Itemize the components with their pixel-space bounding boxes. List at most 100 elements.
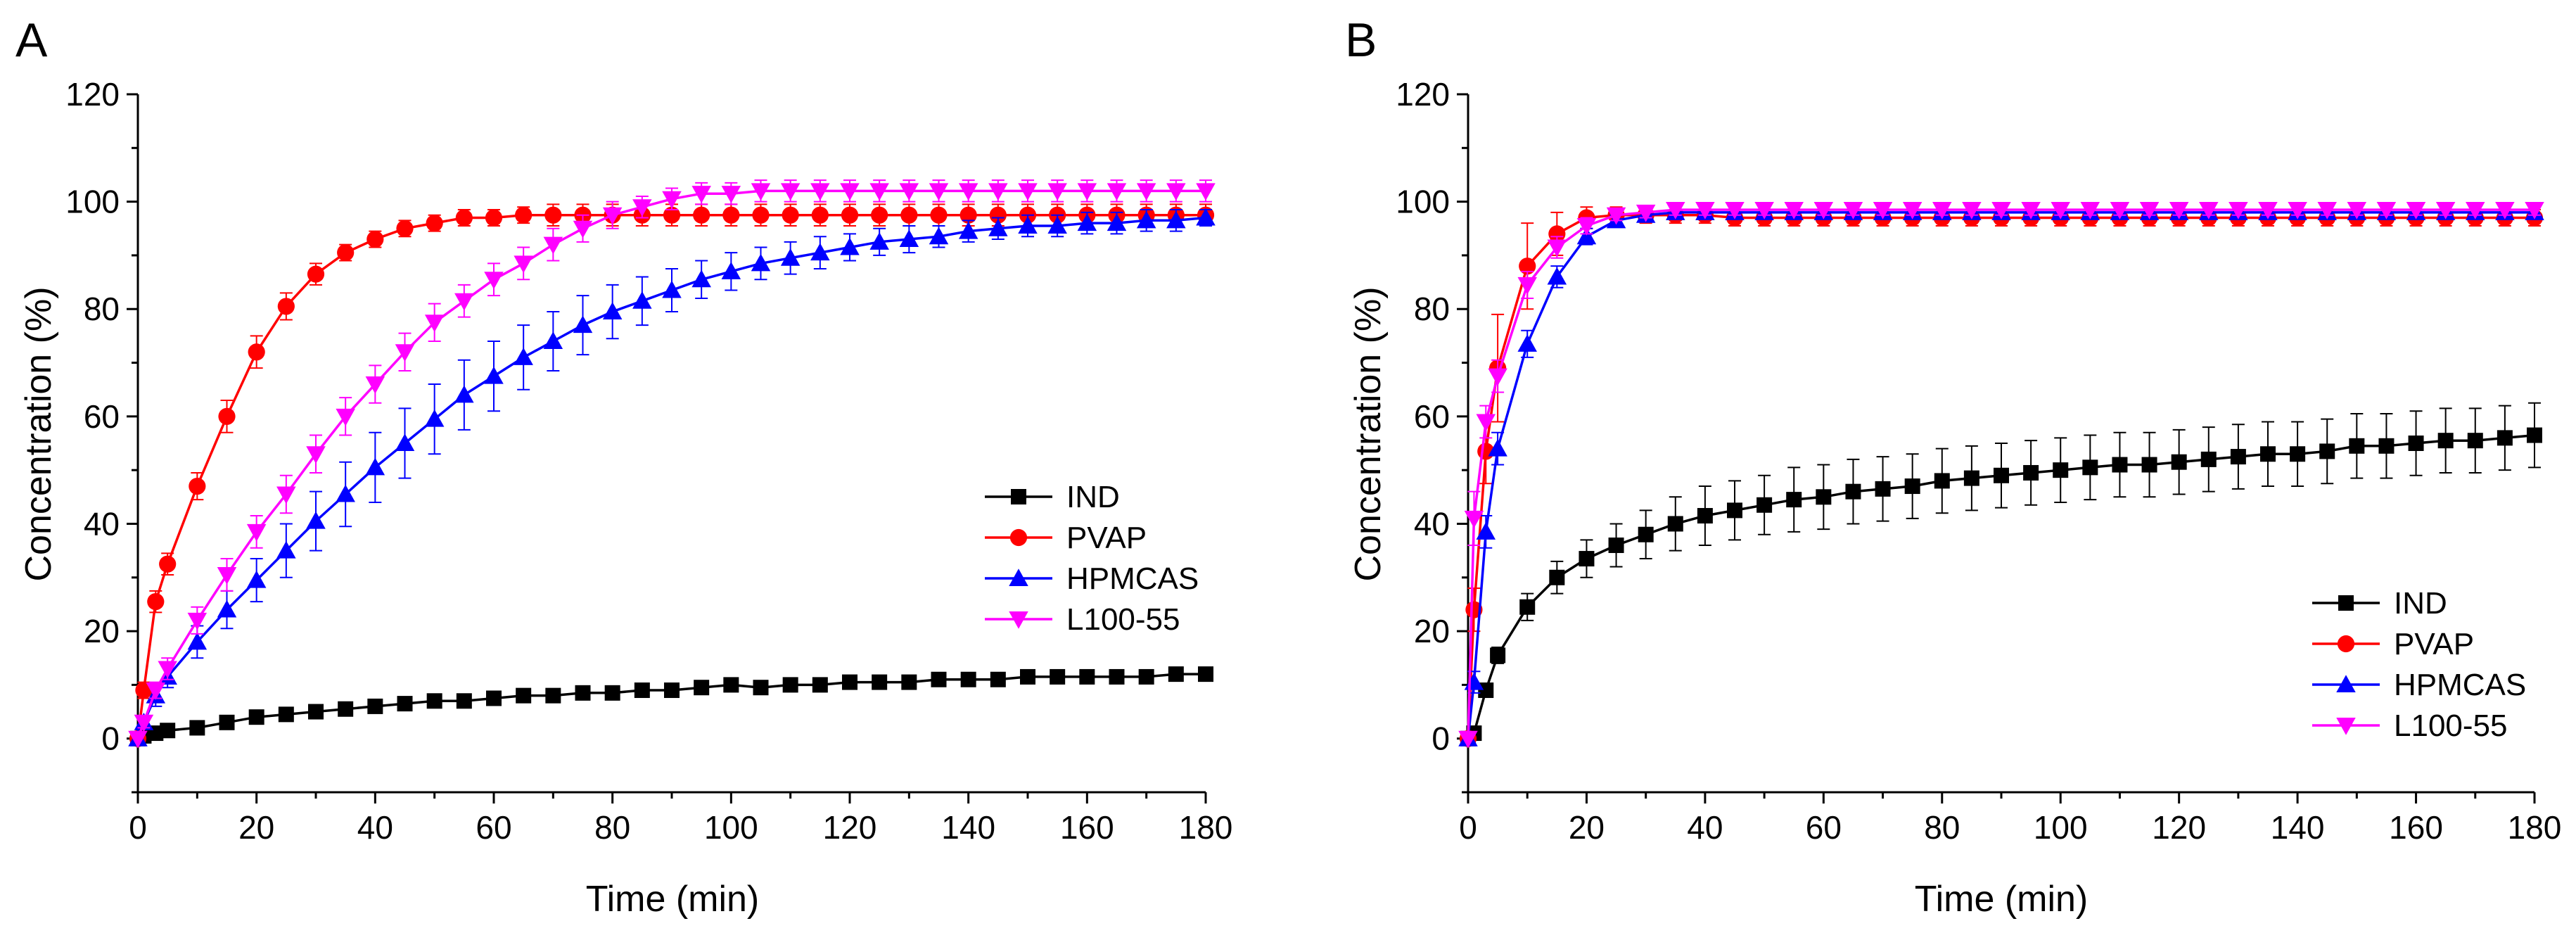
data-point	[721, 262, 741, 279]
data-point	[1934, 473, 1950, 489]
data-point	[276, 486, 296, 504]
legend-marker	[2336, 675, 2356, 692]
data-point	[1464, 510, 1484, 528]
x-tick-label: 120	[2152, 809, 2206, 846]
data-point	[780, 183, 801, 201]
y-tick-label: 0	[101, 720, 120, 757]
data-point	[486, 690, 502, 706]
x-tick-label: 160	[2389, 809, 2443, 846]
data-point	[1994, 467, 2009, 483]
panel-letter-a: A	[15, 13, 48, 67]
data-point	[2408, 436, 2424, 451]
y-tick-label: 120	[1396, 76, 1450, 113]
legend-marker	[1011, 489, 1026, 504]
data-point	[2199, 202, 2219, 220]
x-tick-label: 100	[2034, 809, 2088, 846]
data-point	[1549, 569, 1565, 585]
data-point	[1725, 202, 1745, 220]
data-point	[900, 206, 918, 224]
data-point	[1109, 668, 1125, 685]
legend-item-pvap: PVAP	[2312, 627, 2474, 661]
data-point	[2525, 202, 2544, 220]
data-point	[990, 671, 1006, 687]
data-point	[899, 229, 919, 248]
data-point	[187, 632, 208, 650]
data-point	[1666, 202, 1685, 220]
data-point	[2080, 202, 2100, 220]
data-point	[189, 477, 206, 495]
data-point	[1697, 508, 1713, 524]
data-point	[1107, 183, 1127, 201]
data-point	[1077, 183, 1097, 201]
data-point	[1476, 414, 1496, 432]
data-point	[959, 206, 977, 224]
data-point	[454, 293, 474, 311]
x-tick-label: 180	[1179, 809, 1233, 846]
data-point	[869, 232, 889, 250]
data-point	[277, 298, 295, 315]
data-point	[899, 183, 919, 201]
data-point	[1962, 202, 1982, 220]
data-point	[810, 243, 830, 261]
data-point	[147, 593, 165, 611]
y-tick-label: 60	[84, 398, 120, 435]
data-point	[840, 183, 860, 201]
y-tick-label: 80	[84, 291, 120, 327]
data-point	[2376, 202, 2397, 220]
legend-b: IND PVAP HPMCAS L100-55	[2312, 586, 2526, 743]
data-point	[218, 407, 236, 425]
data-point	[426, 693, 442, 709]
data-point	[1018, 183, 1038, 201]
data-point	[2495, 202, 2515, 220]
data-point	[2466, 202, 2485, 220]
data-point	[1754, 202, 1774, 220]
data-point	[929, 227, 949, 245]
data-point	[2082, 459, 2098, 476]
data-point	[871, 206, 888, 224]
data-point	[1991, 202, 2011, 220]
data-point	[367, 698, 383, 714]
y-tick-label: 40	[84, 505, 120, 542]
data-point	[246, 570, 267, 588]
data-point	[1843, 202, 1863, 220]
data-point	[484, 366, 504, 384]
data-point	[931, 671, 947, 687]
data-point	[1547, 239, 1567, 258]
data-point	[454, 385, 474, 403]
data-point	[515, 206, 533, 224]
data-point	[691, 269, 711, 288]
data-point	[632, 291, 652, 309]
data-point	[2527, 427, 2542, 443]
data-point	[2229, 202, 2248, 220]
y-tick-label: 20	[84, 613, 120, 649]
data-point	[753, 680, 769, 696]
data-point	[543, 331, 563, 350]
data-point	[2171, 454, 2187, 470]
data-point	[1476, 522, 1496, 540]
data-point	[1519, 258, 1536, 275]
data-point	[2023, 464, 2039, 481]
data-point	[2467, 433, 2483, 449]
data-point	[812, 677, 828, 693]
data-point	[929, 183, 949, 201]
data-point	[424, 409, 445, 427]
data-point	[1166, 210, 1186, 229]
data-point	[2378, 438, 2395, 454]
data-point	[1519, 599, 1536, 615]
data-point	[663, 206, 681, 224]
x-tick-label: 20	[1569, 809, 1605, 846]
data-point	[187, 612, 208, 630]
series-hpmcas-a	[128, 208, 1216, 747]
data-point	[988, 183, 1008, 201]
data-point	[901, 674, 917, 690]
data-point	[1667, 516, 1683, 532]
x-tick-label: 120	[823, 809, 877, 846]
y-axis-title-a: Concentration (%)	[18, 286, 59, 581]
data-point	[516, 687, 532, 704]
legend-marker	[2336, 718, 2356, 735]
data-point	[1018, 216, 1038, 234]
data-point	[1138, 668, 1154, 685]
legend-marker	[2337, 635, 2355, 653]
data-point	[1478, 682, 1494, 699]
legend-label: IND	[1066, 480, 1120, 514]
